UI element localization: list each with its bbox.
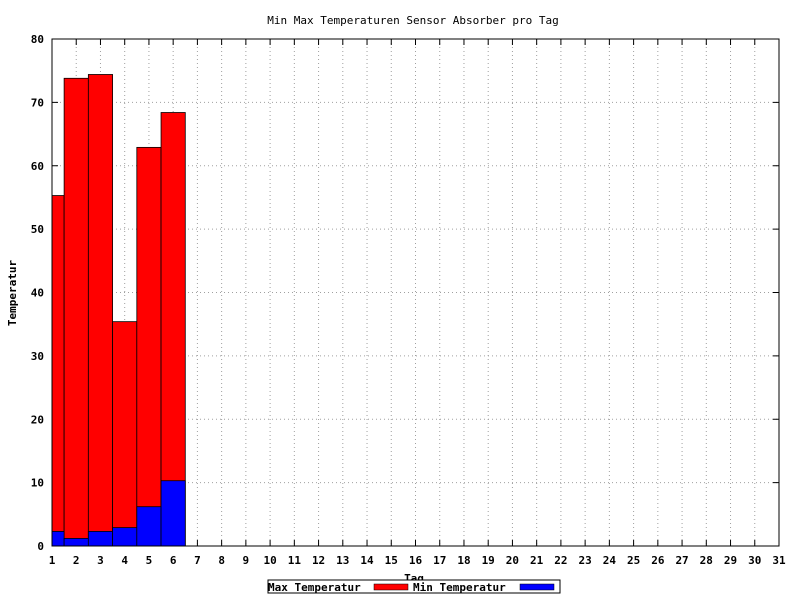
x-tick-label: 19 (482, 554, 495, 567)
x-tick-label: 31 (772, 554, 786, 567)
y-tick-label: 80 (31, 33, 44, 46)
bar-min-temperatur (112, 527, 138, 547)
x-tick-label: 18 (457, 554, 470, 567)
x-tick-label: 4 (121, 554, 128, 567)
y-tick-label: 30 (31, 350, 44, 363)
x-tick-label: 26 (651, 554, 665, 567)
bar-max-temperatur (160, 112, 186, 547)
x-tick-label: 15 (385, 554, 398, 567)
bar-min-temperatur (136, 506, 162, 547)
bar-min-temperatur (51, 531, 65, 547)
x-tick-label: 27 (675, 554, 688, 567)
legend-label-min: Min Temperatur (413, 581, 506, 594)
x-tick-label: 13 (336, 554, 349, 567)
bar-max-temperatur (87, 74, 113, 547)
x-tick-label: 14 (360, 554, 374, 567)
x-tick-label: 30 (748, 554, 761, 567)
x-tick-label: 11 (288, 554, 302, 567)
legend-label-max: Max Temperatur (268, 581, 361, 594)
x-tick-label: 6 (170, 554, 177, 567)
bar-max-temperatur (51, 195, 65, 547)
x-tick-label: 25 (627, 554, 640, 567)
bar-max-temperatur (112, 321, 138, 547)
x-tick-label: 1 (49, 554, 56, 567)
legend: Max Temperatur Min Temperatur (267, 579, 561, 594)
y-tick-label: 40 (31, 287, 44, 300)
x-tick-label: 12 (312, 554, 325, 567)
x-tick-label: 22 (554, 554, 567, 567)
y-tick-label: 20 (31, 413, 44, 426)
bar-min-temperatur (63, 537, 89, 547)
y-tick-label: 50 (31, 223, 44, 236)
y-tick-label: 70 (31, 96, 44, 109)
x-tick-label: 28 (700, 554, 713, 567)
x-tick-label: 23 (579, 554, 592, 567)
legend-swatch-min (519, 583, 555, 591)
x-tick-label: 16 (409, 554, 423, 567)
x-tick-label: 9 (243, 554, 250, 567)
chart-title: Min Max Temperaturen Sensor Absorber pro… (267, 14, 558, 27)
x-tick-label: 24 (603, 554, 617, 567)
x-tick-label: 10 (263, 554, 276, 567)
y-tick-label: 10 (31, 477, 44, 490)
x-tick-label: 3 (97, 554, 104, 567)
legend-box (267, 579, 561, 594)
x-tick-label: 21 (530, 554, 544, 567)
x-tick-label: 7 (194, 554, 201, 567)
x-tick-label: 17 (433, 554, 446, 567)
x-tick-label: 20 (506, 554, 519, 567)
bar-min-temperatur (160, 480, 186, 547)
x-tick-label: 8 (218, 554, 225, 567)
bars (51, 74, 186, 547)
plot-frame (51, 38, 780, 547)
x-tick-label: 5 (146, 554, 153, 567)
bar-max-temperatur (63, 77, 89, 547)
y-tick-label: 60 (31, 160, 44, 173)
bar-max-temperatur (136, 146, 162, 547)
legend-swatch-max (373, 583, 409, 591)
y-axis-title: Temperatur (6, 260, 19, 327)
y-tick-label: 0 (37, 540, 44, 553)
bar-min-temperatur (87, 531, 113, 547)
x-tick-label: 29 (724, 554, 737, 567)
x-tick-label: 2 (73, 554, 80, 567)
